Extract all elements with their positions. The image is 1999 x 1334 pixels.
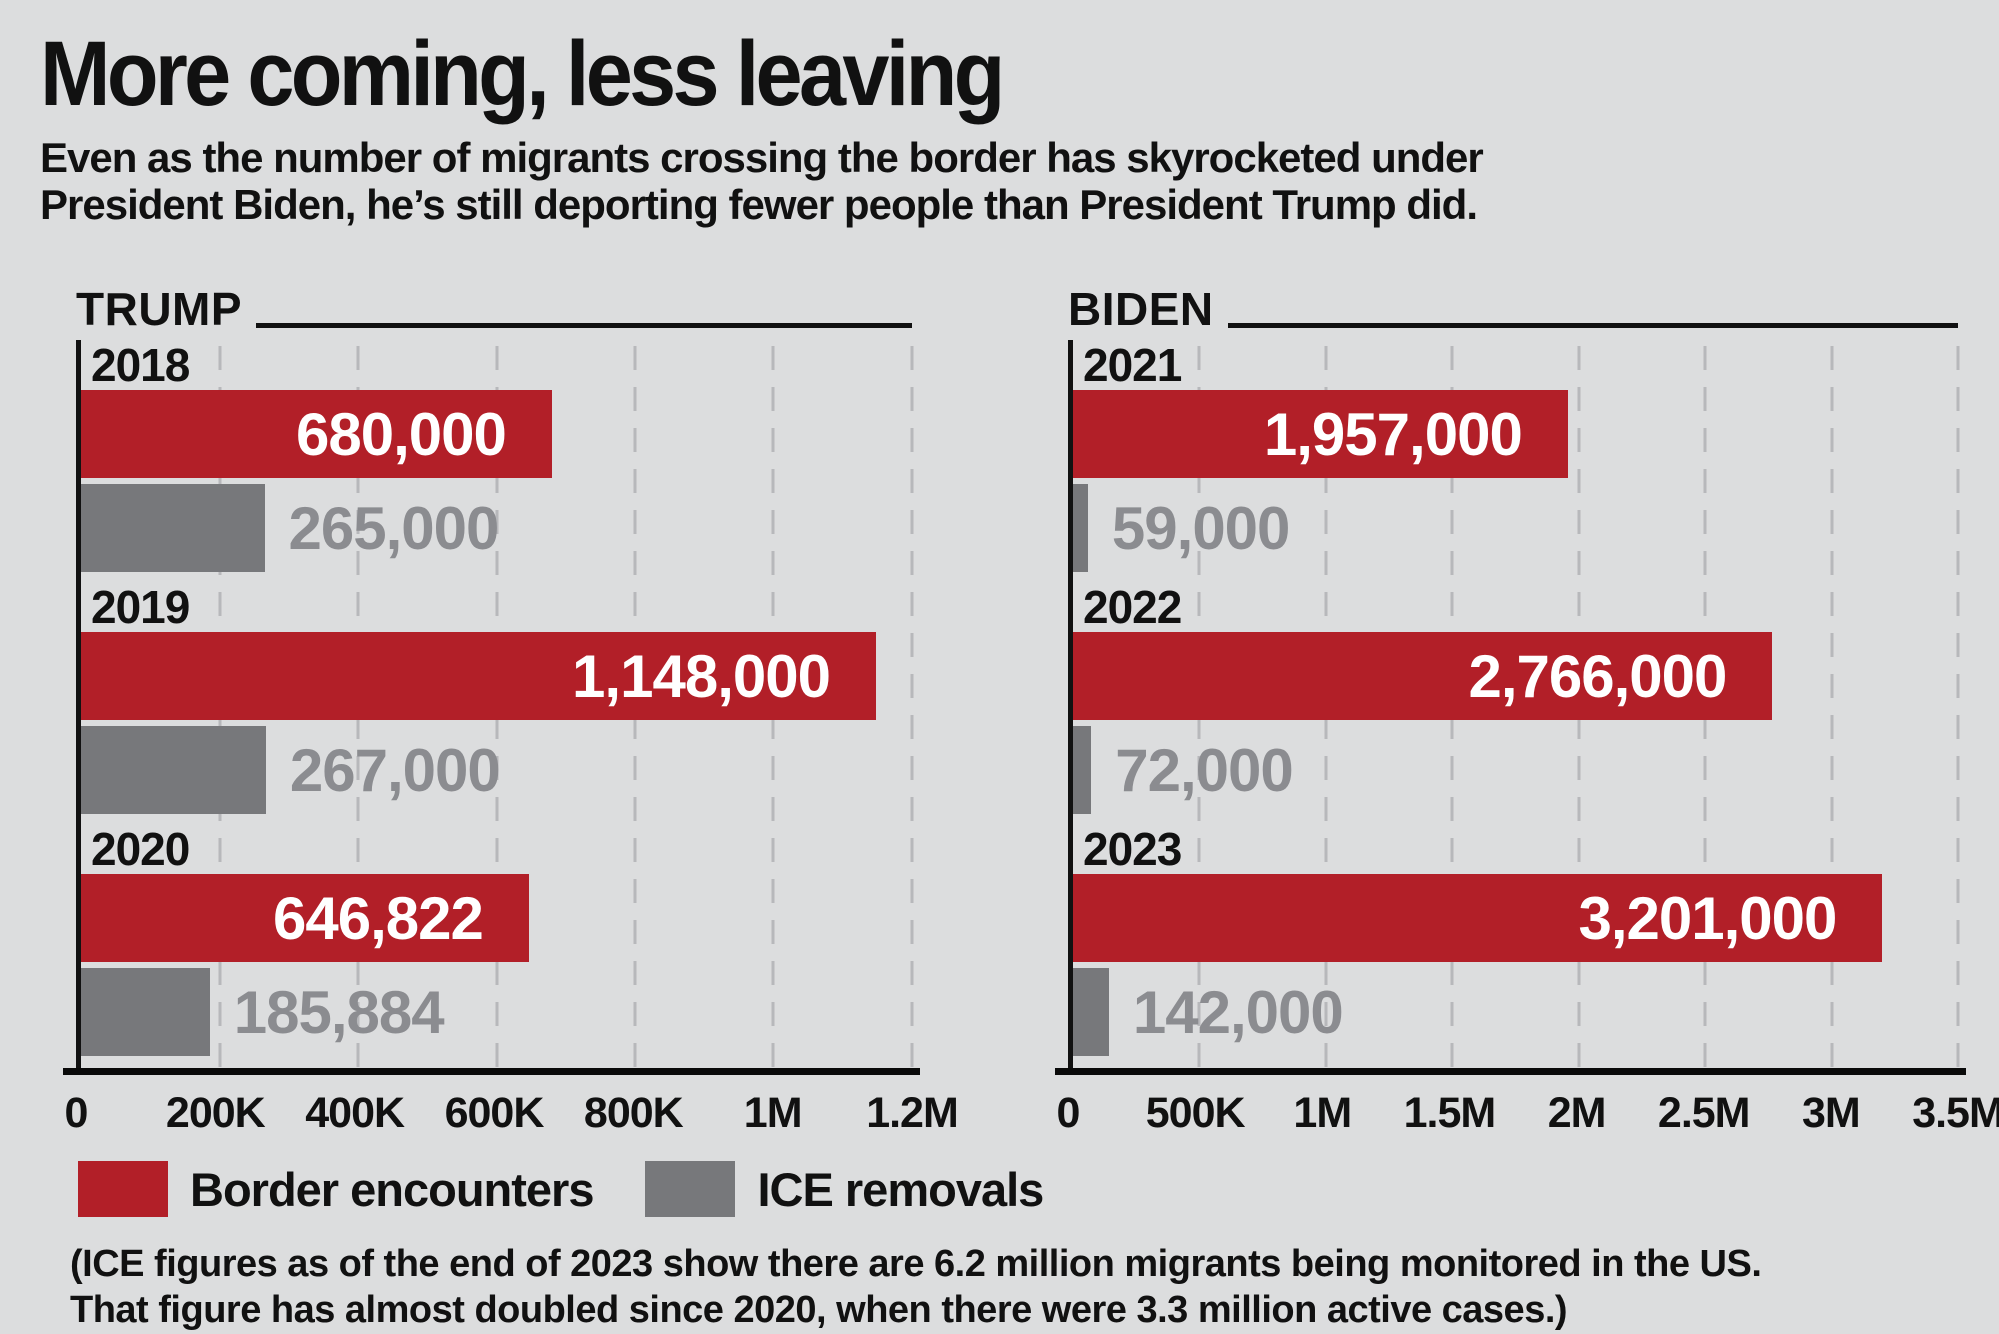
axis-tick-label: 2M <box>1547 1089 1607 1138</box>
ice-removals-bar <box>1073 968 1109 1057</box>
biden-chart-header: BIDEN <box>1068 280 1958 332</box>
axis-tick-label: 1.2M <box>866 1089 959 1138</box>
trump-chart: TRUMP 2018 680,000 265,000 2019 <box>63 280 959 1145</box>
legend-item-border-encounters: Border encounters <box>78 1161 594 1218</box>
year-label: 2018 <box>91 339 190 392</box>
biden-chart: BIDEN 2021 1,957,000 59,000 2022 <box>1055 280 1999 1145</box>
bar-group-2018: 2018 680,000 265,000 <box>81 339 912 573</box>
border-encounters-bar: 1,148,000 <box>81 632 876 721</box>
bar-value-label: 680,000 <box>296 400 507 468</box>
trump-chart-title: TRUMP <box>76 283 243 336</box>
bar-group-2021: 2021 1,957,000 59,000 <box>1073 339 1958 573</box>
legend-swatch-ice-removals <box>645 1161 736 1218</box>
border-encounters-bar: 1,957,000 <box>1073 390 1568 479</box>
axis-tick-label: 600K <box>444 1089 545 1138</box>
ice-removals-bar <box>81 968 210 1057</box>
bar-value-label: 59,000 <box>1111 494 1291 562</box>
bar-value-label: 267,000 <box>289 736 501 804</box>
axis-tick-label: 800K <box>583 1089 684 1138</box>
footnote-line-1: (ICE figures as of the end of 2023 show … <box>70 1243 1762 1286</box>
bar-group-2019: 2019 1,148,000 267,000 <box>81 581 912 815</box>
bar-value-label: 2,766,000 <box>1468 642 1727 710</box>
axis-tick-label: 400K <box>305 1089 405 1138</box>
trump-plot-area: 2018 680,000 265,000 2019 1,148,000 <box>76 339 914 1069</box>
footnote-line-2: That figure has almost doubled since 202… <box>70 1289 1568 1332</box>
bar-value-label: 3,201,000 <box>1578 884 1837 952</box>
bar-group-2022: 2022 2,766,000 72,000 <box>1073 581 1958 815</box>
axis-tick-label: 2.5M <box>1657 1089 1751 1138</box>
bar-value-label: 265,000 <box>288 494 500 562</box>
charts-row: TRUMP 2018 680,000 265,000 2019 <box>63 280 1999 1145</box>
axis-tick-label: 200K <box>165 1089 266 1138</box>
border-encounters-bar: 680,000 <box>81 390 552 479</box>
bar-value-label: 1,148,000 <box>572 642 831 710</box>
bar-value-label: 646,822 <box>273 884 484 952</box>
legend-swatch-border-encounters <box>78 1161 168 1218</box>
biden-chart-title: BIDEN <box>1068 283 1214 336</box>
page-subtitle: Even as the number of migrants crossing … <box>40 134 1484 229</box>
biden-plot-area: 2021 1,957,000 59,000 2022 2,766,000 <box>1068 339 1960 1069</box>
year-label: 2019 <box>91 581 190 634</box>
ice-removals-bar <box>81 484 265 573</box>
header-rule <box>1227 323 1958 329</box>
axis-tick-label: 0 <box>1056 1089 1081 1138</box>
gridline <box>1830 346 1834 1069</box>
x-axis-line <box>1055 1068 1966 1076</box>
year-label: 2023 <box>1083 823 1182 876</box>
border-encounters-bar: 3,201,000 <box>1073 874 1883 963</box>
axis-tick-label: 1.5M <box>1403 1089 1497 1138</box>
year-label: 2022 <box>1083 581 1182 634</box>
bar-value-label: 185,884 <box>233 978 445 1046</box>
ice-removals-bar <box>1073 726 1092 815</box>
page-title: More coming, less leaving <box>40 23 1005 125</box>
x-axis-line <box>63 1068 920 1076</box>
gridline <box>910 346 914 1069</box>
axis-tick-label: 3M <box>1801 1089 1861 1138</box>
border-encounters-bar: 2,766,000 <box>1073 632 1773 721</box>
trump-chart-header: TRUMP <box>76 280 912 332</box>
gridline <box>1956 346 1960 1069</box>
year-label: 2020 <box>91 823 190 876</box>
axis-tick-label: 1M <box>1293 1089 1352 1138</box>
x-axis-tick-labels: 0 200K 400K 600K 800K 1M 1.2M <box>65 1089 959 1145</box>
legend: Border encounters ICE removals <box>78 1161 1959 1218</box>
legend-item-ice-removals: ICE removals <box>645 1161 1044 1218</box>
axis-tick-label: 500K <box>1145 1089 1246 1138</box>
year-label: 2021 <box>1083 339 1182 392</box>
axis-tick-label: 3.5M <box>1912 1089 1999 1138</box>
border-encounters-bar: 646,822 <box>81 874 529 963</box>
axis-tick-label: 0 <box>64 1089 89 1138</box>
bar-value-label: 72,000 <box>1115 736 1294 804</box>
bar-group-2020: 2020 646,822 185,884 <box>81 823 912 1057</box>
bar-value-label: 1,957,000 <box>1263 400 1523 468</box>
bar-value-label: 142,000 <box>1132 978 1344 1046</box>
ice-removals-bar <box>1073 484 1088 573</box>
legend-label: ICE removals <box>757 1162 1044 1216</box>
bar-group-2023: 2023 3,201,000 142,000 <box>1073 823 1958 1057</box>
legend-label: Border encounters <box>190 1162 594 1216</box>
ice-removals-bar <box>81 726 266 815</box>
footnote: (ICE figures as of the end of 2023 show … <box>70 1241 1959 1334</box>
x-axis-tick-labels: 0 500K 1M 1.5M 2M 2.5M 3M 3.5M <box>1057 1089 1999 1145</box>
header-rule <box>256 323 912 329</box>
axis-tick-label: 1M <box>743 1089 803 1138</box>
